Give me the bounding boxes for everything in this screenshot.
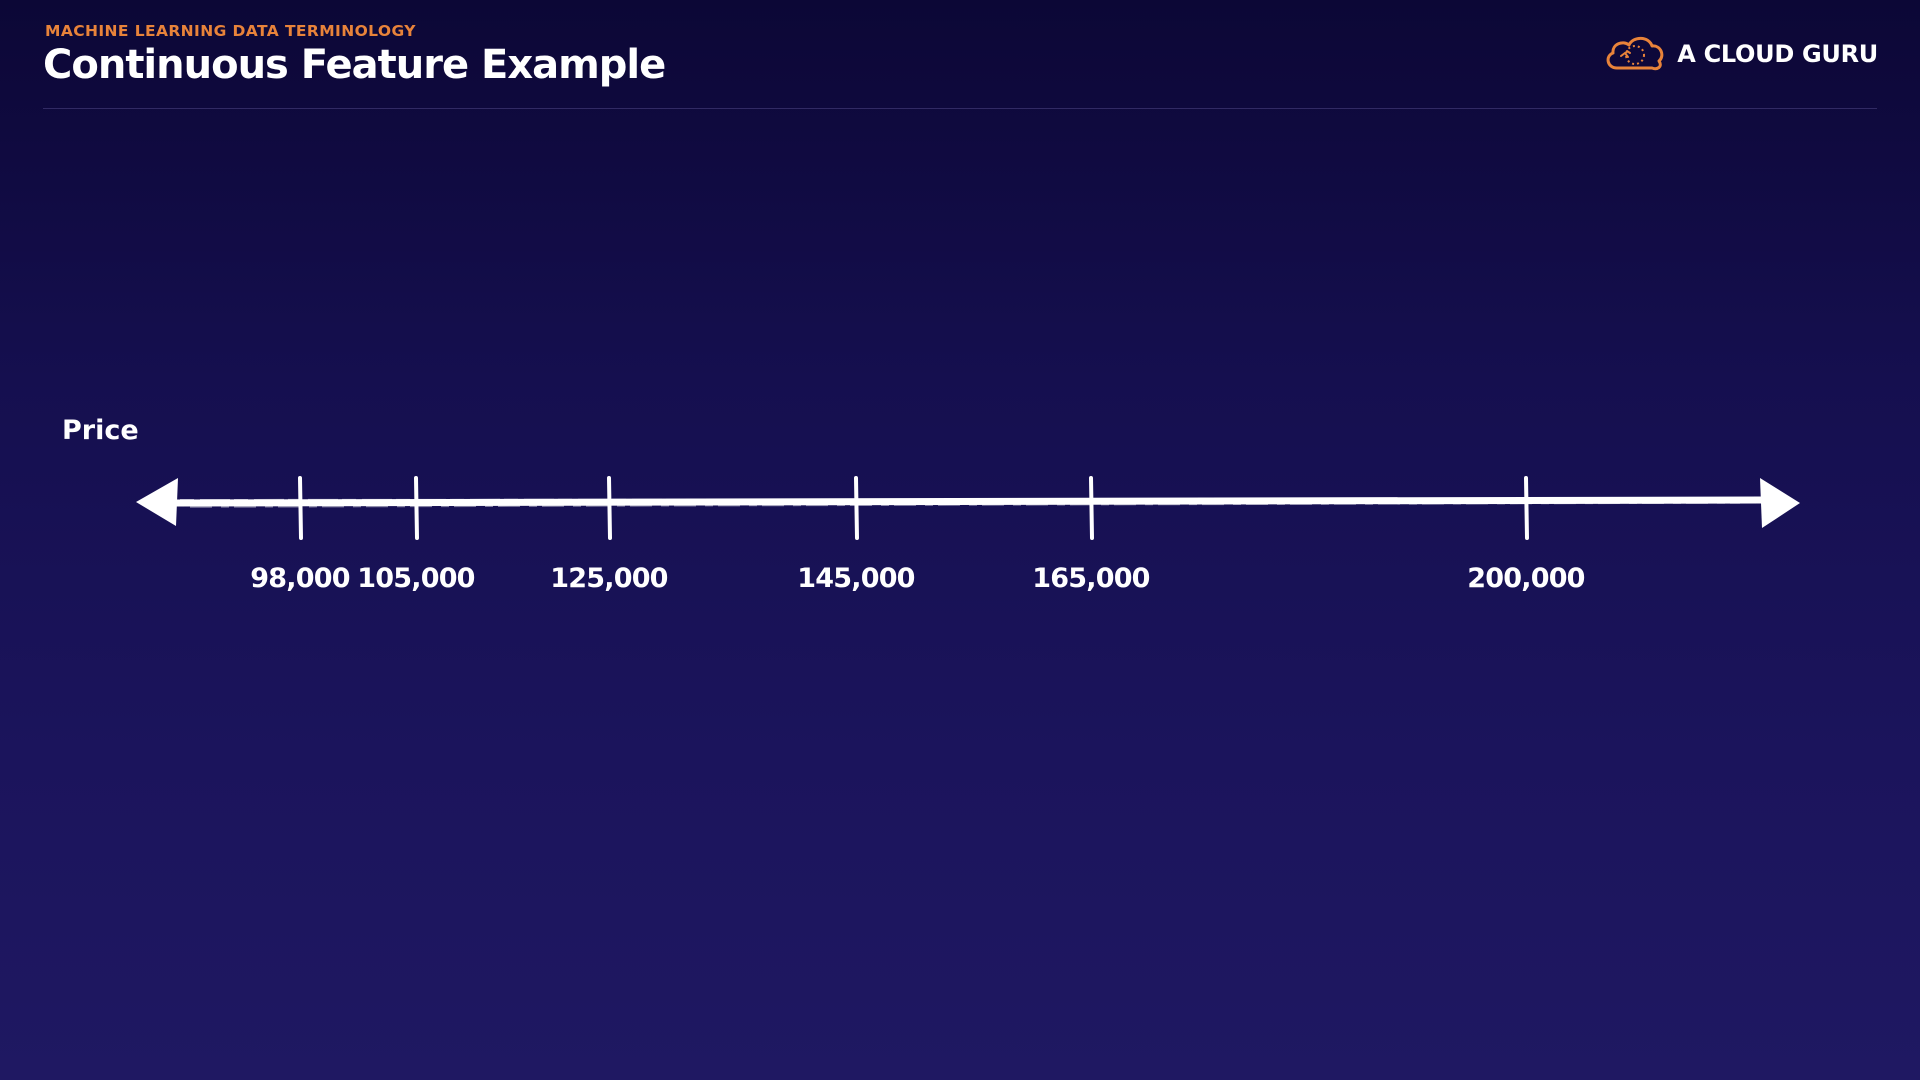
- section-kicker: MACHINE LEARNING DATA TERMINOLOGY: [45, 22, 416, 40]
- axis-line: [168, 496, 1766, 507]
- tick-mark: [414, 476, 419, 540]
- right-arrowhead: [1760, 478, 1800, 528]
- tick-mark: [607, 476, 612, 540]
- axis-label-price: Price: [62, 415, 139, 446]
- left-arrowhead: [136, 478, 178, 526]
- axis-line-texture-lower: [189, 502, 1741, 508]
- axis-line-texture: [179, 498, 1751, 501]
- tick-mark: [1089, 476, 1094, 540]
- tick-label: 165,000: [1032, 563, 1149, 594]
- brand-logo: A CLOUD GURU: [1603, 34, 1878, 74]
- tick-label: 105,000: [357, 563, 474, 594]
- tick-label: 145,000: [797, 563, 914, 594]
- slide-title: Continuous Feature Example: [43, 42, 666, 88]
- tick-mark: [298, 476, 303, 540]
- axis-line-group: [136, 478, 1800, 528]
- tick-group: 98,000 105,000 125,000 145,000 165,000 200,00…: [250, 476, 1585, 594]
- tick-mark: [854, 476, 859, 540]
- cloud-icon: [1606, 36, 1664, 71]
- tick-label: 98,000: [250, 563, 349, 594]
- tick-label: 200,000: [1467, 563, 1584, 594]
- tick-label: 125,000: [550, 563, 667, 594]
- tick-mark: [1524, 476, 1529, 540]
- header-divider: [43, 108, 1877, 109]
- brand-name: A CLOUD GURU: [1677, 40, 1878, 68]
